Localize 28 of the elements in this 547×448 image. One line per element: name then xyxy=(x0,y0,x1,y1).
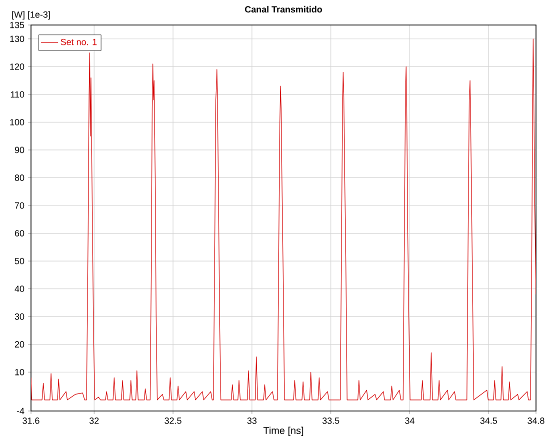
y-tick-label: 10 xyxy=(15,368,24,376)
x-tick-label: 32 xyxy=(89,418,99,424)
y-tick-label: 60 xyxy=(14,230,24,236)
y-tick-label: 110 xyxy=(10,91,24,98)
x-tick-label: 34.5 xyxy=(480,418,498,424)
x-tick-label: 34 xyxy=(405,418,414,424)
y-tick-label: 80 xyxy=(14,174,24,181)
y-tick-label: 90 xyxy=(14,146,24,154)
y-axis-title: [W] [1e-3] xyxy=(12,11,50,20)
x-axis-title: Time [ns] xyxy=(263,426,304,436)
y-tick-label: 120 xyxy=(10,63,24,70)
y-tick-label: 130 xyxy=(10,36,24,42)
y-tick-label: 135 xyxy=(10,22,24,28)
chart-title: Canal Transmitido xyxy=(245,6,322,13)
y-tick-label: 70 xyxy=(14,202,24,209)
y-tick-label: 100 xyxy=(10,119,24,126)
y-tick-label: 20 xyxy=(14,341,24,348)
x-tick-label: 33.5 xyxy=(322,418,340,424)
y-tick-label: -4 xyxy=(16,408,24,414)
x-tick-label: 31.6 xyxy=(22,418,40,424)
line-series xyxy=(31,38,536,400)
y-tick-label: 40 xyxy=(14,286,24,292)
x-tick-label: 32.5 xyxy=(164,418,182,424)
x-tick-label: 33 xyxy=(247,418,257,424)
x-tick-label: 34.8 xyxy=(528,418,544,424)
y-tick-label: 50 xyxy=(14,258,24,264)
y-tick-label: 30 xyxy=(14,313,24,320)
legend-label: Set no. 1 xyxy=(60,38,97,46)
